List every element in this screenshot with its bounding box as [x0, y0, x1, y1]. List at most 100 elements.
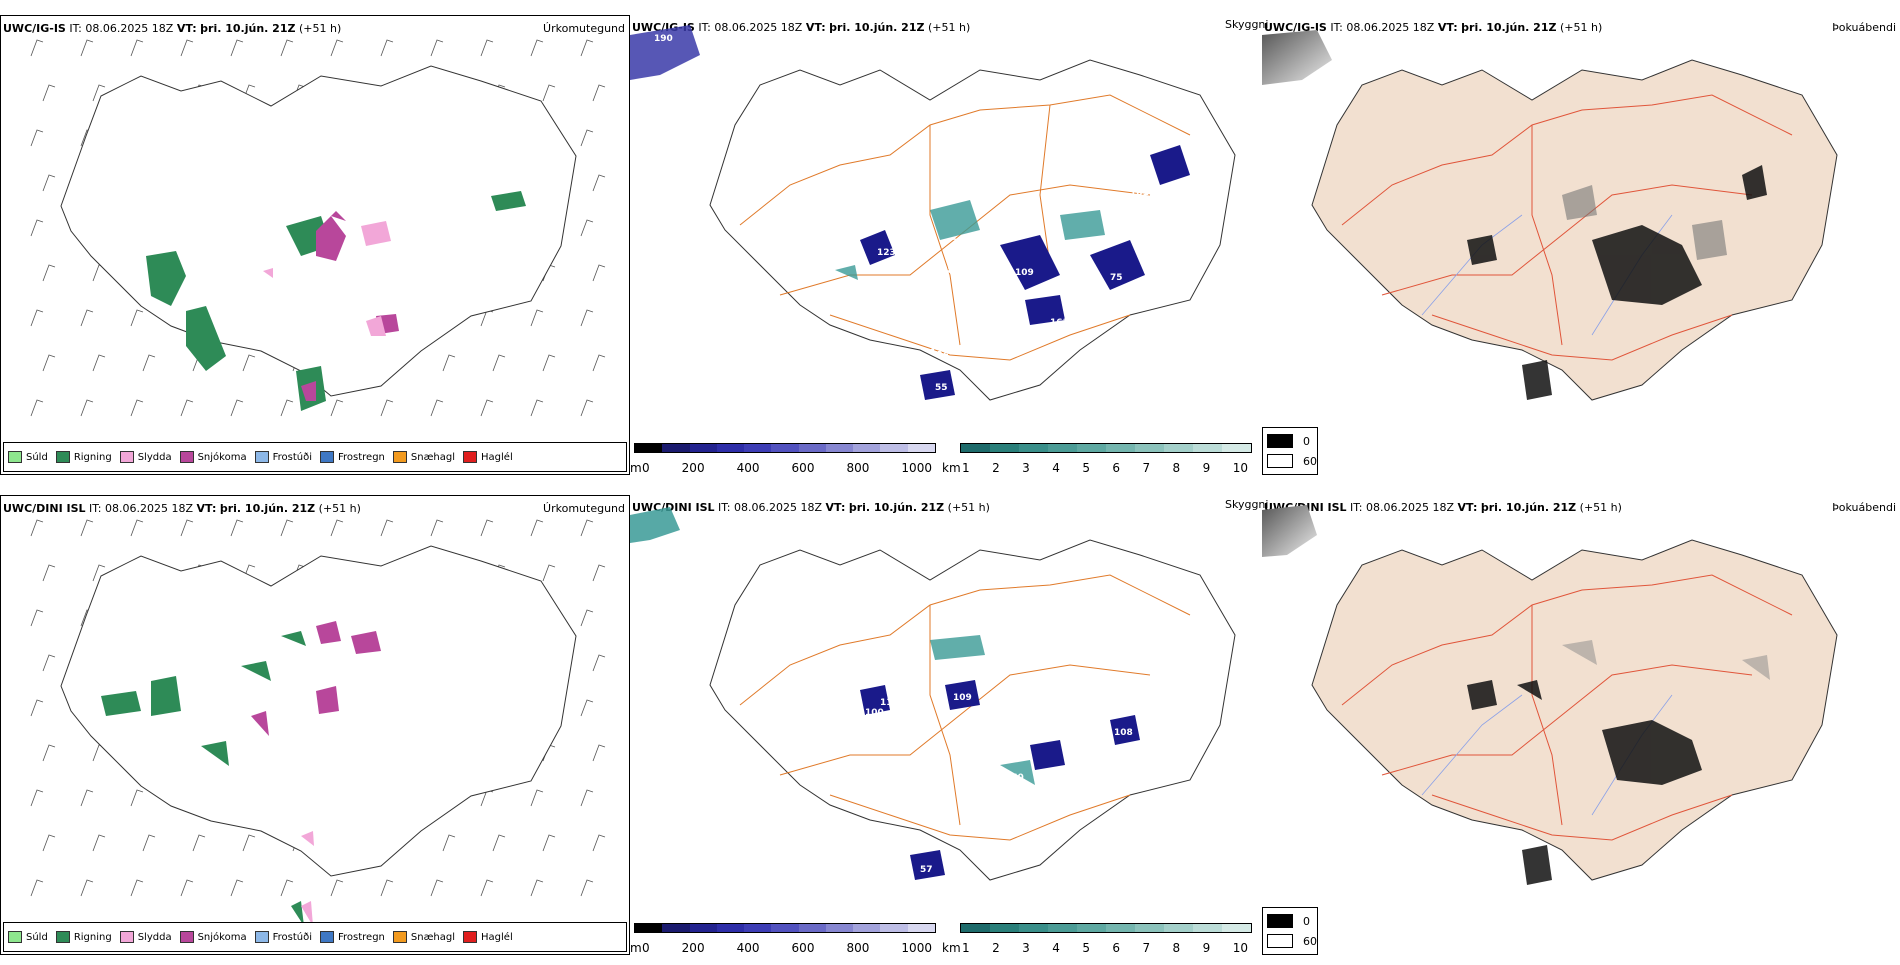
wind-barb: [542, 834, 556, 852]
wind-barb: [142, 354, 156, 372]
panel-title: Úrkomutegund: [543, 22, 625, 35]
wind-barb: [42, 564, 56, 582]
panel-header: UWC/IG-IS IT: 08.06.2025 18Z VT: þri. 10…: [3, 22, 341, 35]
vt-label: VT:: [1437, 21, 1458, 34]
wind-barb: [30, 519, 44, 537]
it-value: 08.06.2025 18Z: [734, 501, 823, 514]
legend-item-snjokoma: Snjókoma: [179, 451, 247, 463]
visibility-unit: km: [942, 461, 961, 475]
legend-item-rigning: Rigning: [55, 931, 112, 943]
visibility-ticks: 1 2 3 4 5 6 7 8 9 10: [962, 461, 1248, 475]
fog-legend-item: 60: [1267, 934, 1317, 948]
legend-item-sudl: Súld: [8, 931, 48, 943]
wind-barb: [242, 354, 256, 372]
wind-barb: [130, 309, 144, 327]
it-value: 08.06.2025 18Z: [1366, 501, 1455, 514]
legend-swatch: [392, 451, 407, 463]
wind-barb: [92, 354, 106, 372]
wind-barb: [80, 789, 94, 807]
cloud-base-ticks: 0 200 400 600 800 1000: [642, 461, 932, 475]
wind-barb: [530, 789, 544, 807]
fog-panel: UWC/IG-IS IT: 08.06.2025 18Z VT: þri. 10…: [1262, 15, 1900, 475]
wind-barb: [592, 84, 606, 102]
wind-barb: [530, 309, 544, 327]
iceland-map-clouds: 110 100 109 161 108 160 57: [630, 507, 1236, 881]
wind-barb: [42, 744, 56, 762]
wind-barb: [430, 399, 444, 417]
legend-item-slydda: Slydda: [119, 451, 172, 463]
wind-barb: [192, 834, 206, 852]
wind-barb: [542, 564, 556, 582]
legend-swatch: [320, 451, 334, 463]
wind-barb: [480, 399, 494, 417]
cloud-base-unit: m: [630, 941, 642, 955]
precip-number: 181: [1130, 188, 1149, 198]
wind-barb: [580, 309, 594, 327]
forecast-row-bottom: UWC/DINI ISL IT: 08.06.2025 18Z VT: þri.…: [0, 495, 1900, 965]
it-label: IT:: [698, 21, 711, 34]
legend-swatch: [1267, 914, 1293, 928]
visibility-ticks: 1 2 3 4 5 6 7 8 9 10: [962, 941, 1248, 955]
wind-barb: [30, 699, 44, 717]
legend-item-sudl: Súld: [8, 451, 48, 463]
precip-number: 70: [1010, 313, 1023, 323]
vt-label: VT:: [176, 22, 197, 35]
cloud-base-unit: m: [630, 461, 642, 475]
precip-type-panel: UWC/DINI ISL IT: 08.06.2025 18Z VT: þri.…: [0, 495, 630, 955]
vt-label: VT:: [196, 502, 217, 515]
it-label: IT:: [1330, 21, 1343, 34]
precip-number: 75: [1110, 273, 1123, 283]
legend-item-snaehagl: Snæhagl: [392, 451, 455, 463]
legend-swatch: [8, 931, 22, 943]
wind-barb: [430, 519, 444, 537]
wind-barb: [30, 219, 44, 237]
wind-barb: [92, 84, 106, 102]
wind-barb: [30, 39, 44, 57]
it-label: IT:: [718, 501, 731, 514]
wind-barb: [492, 354, 506, 372]
wind-barb: [42, 654, 56, 672]
legend-item-frostudi: Frostúði: [254, 931, 312, 943]
wind-barb: [580, 879, 594, 897]
wind-barb: [580, 609, 594, 627]
legend-swatch: [463, 931, 478, 943]
lead-time: (+51 h): [1559, 21, 1603, 34]
wind-barb: [80, 879, 94, 897]
colorbars: m 0 200 400 600 800 1000 km 1 2 3 4 5 6 7 8 9 10: [630, 921, 1255, 955]
wind-barb: [130, 519, 144, 537]
vt-value: þri. 10.jún. 21Z: [1461, 21, 1557, 34]
fog-panel: UWC/DINI ISL IT: 08.06.2025 18Z VT: þri.…: [1262, 495, 1900, 955]
wind-barb: [130, 879, 144, 897]
wind-barb: [380, 39, 394, 57]
legend-item-haglel: Haglél: [463, 451, 513, 463]
cloud-base-colorbar: [634, 923, 936, 933]
vt-label: VT:: [805, 21, 826, 34]
precip-number: 160: [1005, 773, 1024, 783]
legend-item-haglel: Haglél: [463, 931, 513, 943]
wind-barb: [142, 834, 156, 852]
wind-barb: [280, 399, 294, 417]
legend-swatch: [1267, 934, 1293, 948]
wind-barb: [30, 309, 44, 327]
lead-time: (+51 h): [298, 22, 342, 35]
panel-header: UWC/DINI ISL IT: 08.06.2025 18Z VT: þri.…: [3, 502, 361, 515]
vt-value: þri. 10.jún. 21Z: [848, 501, 945, 514]
wind-barb: [130, 399, 144, 417]
iceland-map-fog: [1262, 30, 1838, 401]
vt-label: VT:: [1457, 501, 1478, 514]
legend-item-frostregn: Frostregn: [320, 931, 385, 943]
wind-barb: [30, 609, 44, 627]
lead-time: (+51 h): [1579, 501, 1622, 514]
wind-barb: [280, 879, 294, 897]
precip-number: 168: [935, 266, 954, 276]
cloud-base-ticks: 0 200 400 600 800 1000: [642, 941, 932, 955]
legend-swatch: [8, 451, 22, 463]
wind-barb: [592, 564, 606, 582]
legend-swatch: [55, 451, 70, 463]
legend-swatch: [119, 931, 134, 943]
wind-barb: [380, 519, 394, 537]
wind-barb: [530, 519, 544, 537]
wind-barb: [580, 129, 594, 147]
vt-value: þri. 10.jún. 21Z: [829, 21, 925, 34]
precip-number: 576: [990, 226, 1009, 236]
